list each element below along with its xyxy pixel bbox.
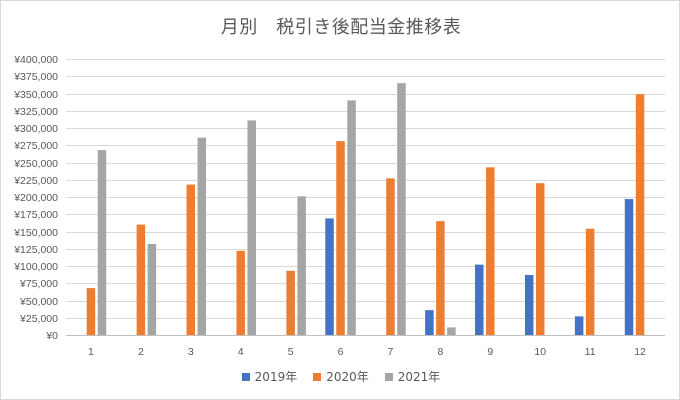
x-tick-label: 1 — [88, 346, 94, 358]
y-tick-label: ¥400,000 — [13, 54, 58, 66]
bar-2021年-2 — [147, 243, 157, 335]
y-tick-label: ¥25,000 — [19, 313, 58, 325]
y-tick-label: ¥50,000 — [19, 296, 58, 308]
y-tick-label: ¥200,000 — [13, 192, 58, 204]
y-tick-label: ¥150,000 — [13, 227, 58, 239]
legend-item: 2021年 — [384, 368, 441, 385]
x-tick-label: 6 — [338, 346, 344, 358]
bar-2021年-3 — [197, 137, 207, 335]
bar-2020年-9 — [486, 167, 495, 335]
bar-2020年-12 — [635, 94, 645, 335]
x-tick-label: 9 — [487, 346, 493, 358]
x-tick-label: 11 — [585, 346, 596, 358]
x-tick-label: 3 — [188, 346, 194, 358]
bar-2021年-1 — [97, 150, 107, 335]
bar-2020年-5 — [286, 270, 295, 335]
bar-2019年-6 — [325, 218, 334, 335]
y-tick-label: ¥325,000 — [13, 106, 58, 118]
bar-2021年-8 — [447, 327, 456, 335]
bar-2021年-7 — [397, 83, 406, 336]
legend-label: 2020年 — [326, 370, 369, 384]
y-tick-label: ¥0 — [45, 330, 58, 342]
y-tick-label: ¥225,000 — [13, 175, 58, 187]
gridlines — [66, 59, 665, 336]
y-tick-label: ¥250,000 — [13, 158, 58, 170]
legend-label: 2021年 — [397, 370, 441, 384]
bar-2020年-3 — [186, 184, 196, 335]
x-tick-label: 12 — [634, 346, 646, 358]
bar-2019年-11 — [574, 316, 584, 335]
legend-swatch — [384, 372, 393, 381]
bar-2020年-8 — [436, 221, 445, 335]
legend-swatch — [313, 372, 322, 381]
y-tick-label: ¥275,000 — [13, 140, 58, 152]
y-tick-label: ¥175,000 — [13, 209, 58, 221]
legend-swatch — [241, 372, 250, 381]
bar-2019年-10 — [524, 274, 534, 335]
bar-2021年-6 — [347, 100, 356, 336]
bars — [86, 83, 645, 336]
y-tick-label: ¥300,000 — [13, 123, 58, 135]
bar-2020年-11 — [585, 228, 595, 335]
legend-item: 2019年 — [241, 368, 298, 385]
legend: 2019年 2020年 2021年 — [1, 368, 679, 385]
bar-2020年-7 — [386, 178, 395, 335]
legend-item: 2020年 — [313, 368, 369, 385]
x-tick-label: 5 — [288, 346, 294, 358]
bar-2021年-4 — [247, 120, 256, 335]
bar-2020年-4 — [236, 250, 245, 335]
y-tick-label: ¥125,000 — [13, 244, 58, 256]
x-axis-ticks: 1 2 3 4 5 6 7 8 9 10 11 12 — [88, 346, 646, 358]
x-tick-label: 7 — [388, 346, 394, 358]
bar-2019年-8 — [425, 310, 434, 335]
chart-title: 月別 税引き後配当金推移表 — [220, 17, 462, 38]
bar-2020年-6 — [336, 141, 345, 335]
legend-label: 2019年 — [254, 370, 298, 384]
x-tick-label: 10 — [534, 346, 546, 358]
x-tick-label: 2 — [138, 346, 144, 358]
y-tick-label: ¥350,000 — [13, 89, 58, 101]
y-tick-label: ¥100,000 — [13, 261, 58, 273]
y-tick-label: ¥75,000 — [19, 278, 58, 290]
bar-2020年-10 — [535, 183, 545, 335]
bar-2019年-12 — [624, 199, 634, 335]
x-tick-label: 8 — [437, 346, 443, 358]
bar-2021年-5 — [297, 196, 306, 335]
bar-2020年-2 — [136, 224, 146, 335]
x-tick-label: 4 — [238, 346, 244, 358]
y-tick-label: ¥375,000 — [13, 71, 58, 83]
bar-2020年-1 — [86, 288, 96, 335]
y-axis-ticks: ¥0 ¥25,000 ¥50,000 ¥75,000 ¥100,000 ¥125,000 ¥… — [13, 54, 58, 342]
bar-2019年-9 — [475, 264, 484, 335]
